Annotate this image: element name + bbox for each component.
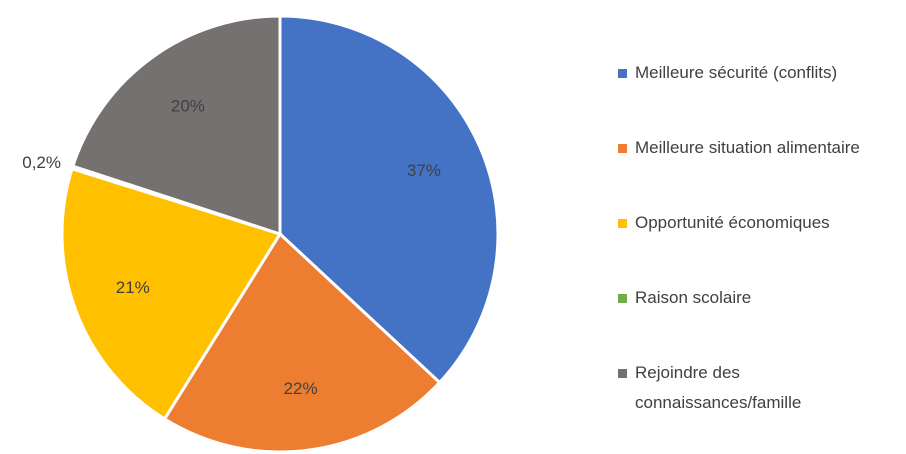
chart: 37% 22% 21% 0,2% 20%	[22, 14, 500, 454]
legend-item: Meilleure situation alimentaire	[618, 133, 898, 163]
data-label: 21%	[116, 278, 150, 297]
legend-swatch	[618, 69, 627, 78]
data-label: 0,2%	[22, 153, 61, 172]
legend-swatch	[618, 219, 627, 228]
pie-slice	[60, 166, 283, 421]
legend-label: Opportunité économiques	[635, 213, 830, 232]
legend-item: Opportunité économiques	[618, 208, 898, 238]
legend-label: Rejoindre des connaissances/famille	[635, 363, 802, 412]
legend-label: Raison scolaire	[635, 288, 752, 307]
legend-item: Raison scolaire	[618, 283, 898, 313]
pie-slice	[70, 14, 282, 237]
legend-label: Meilleure sécurité (conflits)	[635, 63, 838, 82]
legend-swatch	[618, 144, 627, 153]
legend-swatch	[618, 369, 627, 378]
legend-item: Meilleure sécurité (conflits)	[618, 58, 898, 88]
legend-swatch	[618, 294, 627, 303]
pie-slice	[162, 231, 442, 454]
legend-label: Meilleure situation alimentaire	[635, 138, 860, 157]
legend: Meilleure sécurité (conflits) Meilleure s…	[618, 58, 898, 418]
data-label: 22%	[284, 379, 318, 398]
pie-slice	[278, 14, 500, 385]
data-label: 20%	[171, 96, 205, 115]
legend-item: Rejoindre des connaissances/famille	[618, 358, 898, 418]
data-label: 37%	[407, 161, 441, 180]
